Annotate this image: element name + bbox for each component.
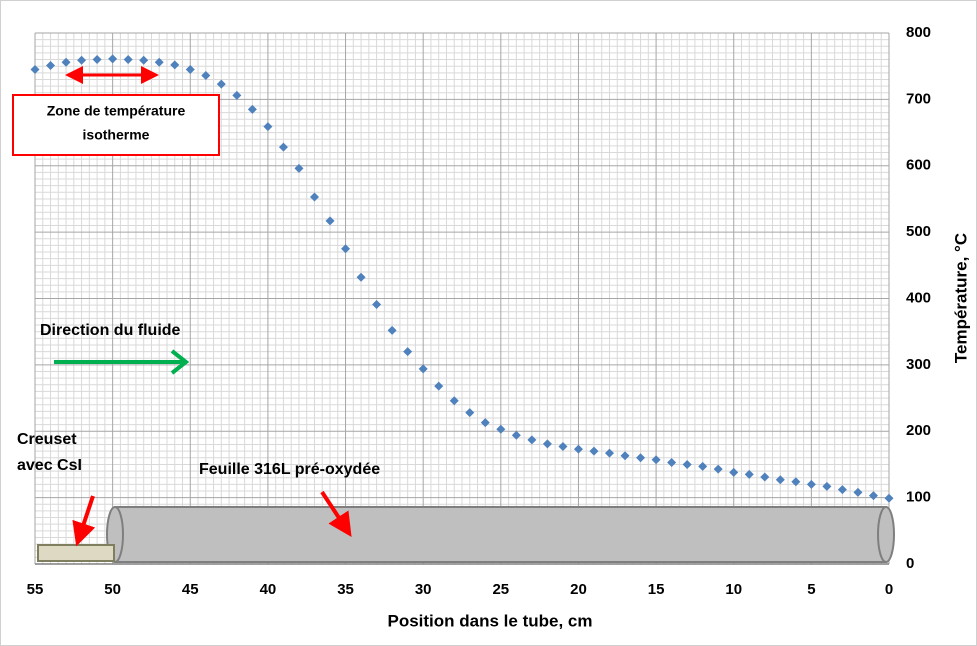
point — [201, 70, 211, 80]
point — [294, 163, 304, 173]
x-tick-label: 0 — [885, 581, 893, 598]
point — [123, 55, 133, 65]
point — [325, 216, 335, 226]
point — [605, 448, 615, 458]
x-tick-label: 50 — [104, 581, 121, 598]
point — [651, 455, 661, 465]
tube-body — [114, 506, 887, 563]
x-tick-label: 25 — [492, 581, 509, 598]
x-tick-label: 10 — [725, 581, 742, 598]
point — [496, 424, 506, 434]
point — [356, 272, 366, 282]
x-tick-label: 20 — [570, 581, 587, 598]
point — [698, 461, 708, 471]
point — [542, 439, 552, 449]
point — [449, 396, 459, 406]
point — [558, 442, 568, 452]
x-tick-label: 15 — [648, 581, 665, 598]
point — [263, 122, 273, 132]
point — [760, 472, 770, 482]
point — [61, 57, 71, 67]
point — [806, 479, 816, 489]
tube — [106, 506, 895, 563]
point — [170, 60, 180, 70]
point — [232, 90, 242, 100]
point — [837, 485, 847, 495]
point — [713, 464, 723, 474]
point — [868, 491, 878, 501]
annotation: avec CsI — [17, 457, 82, 474]
point — [682, 459, 692, 469]
point — [434, 381, 444, 391]
point — [744, 469, 754, 479]
x-tick-label: 5 — [807, 581, 815, 598]
point — [589, 446, 599, 456]
foil-arrow — [320, 490, 352, 538]
point — [92, 55, 102, 65]
series — [30, 54, 894, 503]
point — [853, 487, 863, 497]
point — [341, 244, 351, 254]
annotation: isotherme — [83, 127, 150, 143]
point — [372, 299, 382, 309]
annotation: Direction du fluide — [40, 322, 181, 339]
tube-end — [877, 506, 895, 563]
point — [403, 347, 413, 357]
x-axis-label: Position dans le tube, cm — [388, 611, 593, 630]
point — [791, 477, 801, 487]
point — [636, 453, 646, 463]
crucible-arrow — [72, 495, 96, 547]
annotation: Creuset — [17, 431, 77, 448]
point — [185, 65, 195, 75]
point — [667, 457, 677, 467]
x-tick-label: 55 — [27, 581, 44, 598]
point — [884, 493, 894, 503]
point — [108, 54, 118, 64]
point — [216, 79, 226, 89]
y-tick-label: 600 — [906, 157, 931, 174]
x-tick-label: 45 — [182, 581, 199, 598]
x-tick-label: 35 — [337, 581, 354, 598]
point — [511, 430, 521, 440]
y-tick-label: 800 — [906, 24, 931, 41]
point — [527, 435, 537, 445]
point — [247, 104, 257, 114]
point — [387, 325, 397, 335]
flow-arrow-head — [170, 349, 190, 375]
point — [573, 444, 583, 454]
y-tick-label: 200 — [906, 422, 931, 439]
y-tick-label: 300 — [906, 356, 931, 373]
point — [822, 481, 832, 491]
y-tick-label: 500 — [906, 223, 931, 240]
point — [480, 418, 490, 428]
point — [620, 451, 630, 461]
y-axis-label: Température, °C — [951, 233, 970, 363]
point — [465, 408, 475, 418]
point — [46, 61, 56, 71]
point — [729, 467, 739, 477]
y-tick-label: 0 — [906, 555, 914, 572]
point — [418, 364, 428, 374]
x-tick-label: 30 — [415, 581, 432, 598]
point — [309, 192, 319, 202]
point — [278, 142, 288, 152]
y-tick-label: 400 — [906, 289, 931, 306]
x-tick-label: 40 — [260, 581, 277, 598]
y-tick-label: 700 — [906, 90, 931, 107]
point — [77, 55, 87, 65]
annotation: Zone de température — [47, 103, 186, 119]
crucible — [37, 544, 115, 562]
isotherm-box — [12, 94, 220, 156]
point — [30, 65, 40, 75]
point — [139, 55, 149, 65]
y-tick-label: 100 — [906, 489, 931, 506]
point — [775, 475, 785, 485]
point — [154, 57, 164, 67]
annotation: Feuille 316L pré-oxydée — [199, 461, 380, 478]
